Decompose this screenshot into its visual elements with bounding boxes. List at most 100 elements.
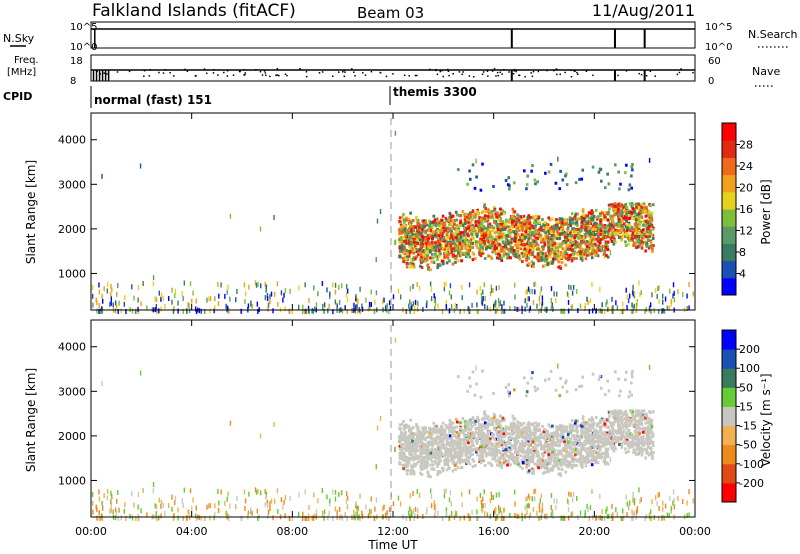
power-cell bbox=[235, 297, 237, 303]
velocity-cell bbox=[282, 504, 284, 510]
power-cell bbox=[635, 203, 638, 207]
power-cell bbox=[591, 219, 595, 223]
velocity-cell bbox=[471, 509, 473, 515]
power-cell bbox=[448, 242, 451, 246]
power-cell bbox=[650, 211, 654, 215]
power-cell bbox=[476, 232, 479, 236]
power-cell bbox=[458, 223, 462, 227]
power-cell bbox=[468, 282, 471, 288]
velocity-cell bbox=[407, 424, 411, 428]
velocity-cell bbox=[412, 458, 415, 462]
velocity-cell bbox=[111, 494, 113, 500]
power-cell bbox=[313, 285, 315, 291]
power-cell bbox=[495, 235, 498, 239]
power-cell bbox=[575, 257, 578, 261]
power-cell bbox=[588, 238, 592, 242]
power-cell bbox=[188, 308, 191, 314]
power-cell bbox=[517, 218, 521, 222]
velocity-cell bbox=[595, 515, 598, 521]
power-cell bbox=[177, 300, 179, 306]
velocity-cell bbox=[511, 459, 515, 463]
power-cell bbox=[530, 252, 533, 256]
power-cell bbox=[446, 230, 450, 234]
power-cell bbox=[503, 300, 505, 306]
power-cell bbox=[617, 170, 620, 174]
power-cell bbox=[569, 239, 573, 243]
power-cell bbox=[573, 236, 576, 240]
power-cell bbox=[542, 222, 546, 226]
power-cell bbox=[277, 301, 279, 307]
power-cell bbox=[682, 292, 684, 298]
power-cell bbox=[534, 218, 537, 222]
velocity-cell bbox=[484, 502, 486, 508]
power-cell bbox=[493, 301, 496, 307]
power-cell bbox=[499, 300, 502, 306]
velocity-cell bbox=[433, 459, 437, 463]
power-cell bbox=[481, 300, 484, 306]
power-cell bbox=[480, 251, 484, 255]
power-cell bbox=[543, 258, 547, 262]
power-cell bbox=[357, 308, 359, 314]
nave-dot bbox=[570, 69, 573, 72]
power-cell bbox=[605, 301, 607, 307]
power-cell bbox=[444, 241, 448, 245]
velocity-cell bbox=[604, 516, 606, 522]
velocity-cell bbox=[568, 491, 570, 497]
nave-dot bbox=[510, 73, 513, 75]
power-cell bbox=[440, 218, 444, 222]
power-cell bbox=[397, 288, 400, 294]
velocity-cell bbox=[423, 464, 427, 468]
power-cell bbox=[479, 188, 483, 192]
velocity-cell bbox=[407, 469, 410, 473]
nave-dot bbox=[261, 74, 264, 76]
power-cell bbox=[421, 242, 425, 246]
velocity-cell bbox=[361, 513, 364, 519]
power-cell bbox=[460, 231, 463, 235]
velocity-cell bbox=[615, 507, 617, 513]
power-cell bbox=[512, 181, 516, 185]
power-cell bbox=[512, 253, 516, 257]
power-cell bbox=[455, 238, 459, 242]
power-cell bbox=[544, 171, 547, 175]
power-cell bbox=[491, 246, 494, 250]
power-cell bbox=[503, 308, 506, 314]
power-cell bbox=[565, 222, 569, 226]
nave-dot bbox=[496, 71, 499, 74]
power-cell bbox=[587, 243, 591, 247]
power-cell bbox=[449, 283, 452, 289]
power-cell bbox=[481, 162, 484, 166]
power-cell bbox=[424, 221, 427, 225]
power-cell bbox=[480, 222, 484, 226]
velocity-cell bbox=[632, 434, 636, 438]
power-cell bbox=[106, 281, 109, 287]
velocity-cell bbox=[475, 365, 477, 371]
power-cell bbox=[636, 207, 639, 211]
power-cell bbox=[556, 254, 559, 258]
velocity-cell bbox=[497, 430, 501, 434]
velocity-cell bbox=[440, 425, 444, 429]
power-cell bbox=[480, 231, 483, 235]
power-cell bbox=[527, 228, 531, 232]
velocity-cell bbox=[588, 428, 592, 432]
nave-dot bbox=[435, 68, 437, 71]
velocity-cell bbox=[432, 421, 436, 425]
nave-dot bbox=[640, 73, 643, 76]
power-cell bbox=[595, 237, 598, 241]
power-cell bbox=[601, 302, 603, 308]
velocity-cell bbox=[192, 497, 194, 503]
power-cell bbox=[449, 213, 452, 217]
velocity-cell bbox=[486, 512, 489, 518]
power-cell bbox=[609, 237, 613, 241]
power-cell bbox=[504, 226, 507, 230]
power-cell bbox=[436, 255, 440, 259]
power-cell bbox=[404, 240, 407, 244]
velocity-cell bbox=[117, 490, 119, 496]
power-cell bbox=[567, 255, 570, 259]
power-cell bbox=[471, 251, 475, 255]
nave-dot bbox=[305, 75, 308, 78]
nave-dot bbox=[217, 74, 219, 76]
power-cell bbox=[547, 242, 550, 246]
power-cell bbox=[616, 224, 619, 228]
power-cell bbox=[411, 262, 415, 266]
power-cell bbox=[526, 296, 528, 302]
